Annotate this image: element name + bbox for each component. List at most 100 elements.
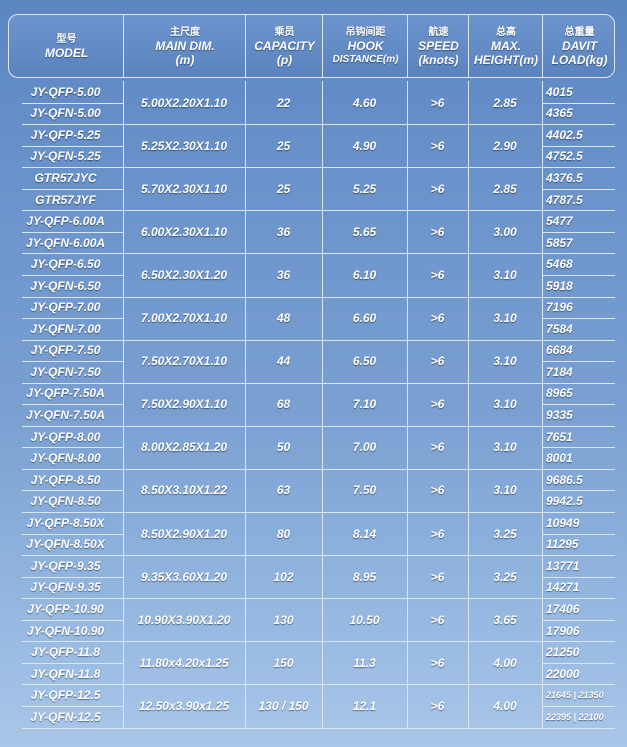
header-speed: 航速 SPEED (knots) bbox=[408, 15, 469, 77]
model-cell: JY-QFN-7.50 bbox=[30, 364, 101, 379]
speed-cell: >6 bbox=[430, 612, 445, 627]
divider bbox=[245, 81, 246, 728]
header-en-text: CAPACITY bbox=[254, 38, 315, 53]
row-divider bbox=[22, 425, 615, 427]
dim-cell: 7.00X2.70X1.10 bbox=[140, 311, 228, 326]
row-divider bbox=[22, 684, 615, 686]
model-cell: JY-QFP-7.50A bbox=[26, 386, 105, 401]
height-cell: 3.10 bbox=[493, 397, 517, 412]
header-unit-text: (p) bbox=[276, 52, 293, 67]
hook-cell: 7.00 bbox=[352, 440, 377, 455]
header-en-text: MODEL bbox=[44, 45, 89, 60]
davit-load-cell: 4376.5 bbox=[546, 170, 583, 185]
row-divider bbox=[22, 727, 615, 729]
header-height: 总高 MAX. HEIGHT(m) bbox=[469, 15, 543, 77]
row-divider bbox=[22, 124, 615, 126]
row-divider bbox=[22, 253, 615, 255]
davit-load-cell: 11295 bbox=[546, 537, 579, 552]
divider bbox=[407, 81, 408, 728]
model-cell: JY-QFN-6.50 bbox=[30, 278, 101, 293]
hook-cell: 6.10 bbox=[352, 267, 377, 282]
model-cell: JY-QFN-8.50 bbox=[30, 494, 101, 509]
divider bbox=[22, 361, 123, 363]
davit-load-cell: 6684 bbox=[546, 343, 573, 358]
speed-cell: >6 bbox=[430, 526, 445, 541]
divider bbox=[542, 705, 615, 707]
speed-cell: >6 bbox=[430, 267, 445, 282]
capacity-cell: 150 bbox=[273, 655, 294, 670]
model-cell: JY-QFP-12.5 bbox=[30, 688, 101, 703]
height-cell: 3.10 bbox=[493, 267, 517, 282]
divider bbox=[322, 81, 323, 728]
header-cn-text: 总重量 bbox=[564, 26, 595, 38]
header-unit-text: LOAD(kg) bbox=[551, 52, 608, 67]
davit-load-cell: 4752.5 bbox=[546, 149, 583, 164]
height-cell: 2.85 bbox=[493, 181, 517, 196]
row-divider bbox=[22, 468, 615, 470]
divider bbox=[542, 662, 615, 664]
hook-cell: 8.95 bbox=[352, 569, 377, 584]
dim-cell: 12.50x3.90x1.25 bbox=[138, 698, 230, 713]
dim-cell: 8.50X3.10X1.22 bbox=[140, 483, 228, 498]
divider bbox=[542, 231, 615, 233]
height-cell: 3.10 bbox=[493, 311, 517, 326]
divider bbox=[22, 705, 123, 707]
speed-cell: >6 bbox=[430, 138, 445, 153]
header-en-text: MAX. bbox=[491, 38, 521, 53]
header-en-text: MAIN DIM. bbox=[155, 38, 215, 53]
row-divider bbox=[22, 382, 615, 384]
header-unit-text: DISTANCE(m) bbox=[332, 53, 399, 65]
divider bbox=[542, 15, 543, 77]
davit-load-cell: 5477 bbox=[546, 214, 573, 229]
divider bbox=[468, 81, 469, 728]
model-cell: JY-QFN-5.00 bbox=[30, 106, 101, 121]
model-cell: JY-QFN-8.50X bbox=[26, 537, 105, 552]
davit-load-cell: 9686.5 bbox=[546, 472, 583, 487]
hook-cell: 11.3 bbox=[353, 655, 376, 670]
dim-cell: 10.90X3.90X1.20 bbox=[137, 612, 231, 627]
height-cell: 3.65 bbox=[493, 612, 517, 627]
capacity-cell: 48 bbox=[276, 311, 291, 326]
davit-load-cell: 5468 bbox=[546, 257, 573, 272]
speed-cell: >6 bbox=[430, 354, 445, 369]
model-cell: JY-QFP-7.50 bbox=[30, 343, 101, 358]
davit-load-cell: 8001 bbox=[546, 451, 573, 466]
model-cell: JY-QFN-8.00 bbox=[30, 451, 101, 466]
model-cell: JY-QFN-7.50A bbox=[25, 408, 106, 423]
divider bbox=[542, 533, 615, 535]
davit-load-cell: 7184 bbox=[546, 364, 573, 379]
davit-load-cell: 22395 | 22100 bbox=[546, 711, 604, 722]
model-cell: JY-QFN-5.25 bbox=[30, 149, 101, 164]
header-en-text: DAVIT bbox=[561, 38, 598, 53]
table-header: 型号 MODEL 主尺度 MAIN DIM. (m) 乘员 CAPACITY (p) 吊钩间距 H… bbox=[8, 14, 615, 78]
model-cell: GTR57JYF bbox=[35, 192, 96, 207]
header-unit-text: (knots) bbox=[418, 52, 459, 67]
row-divider bbox=[22, 167, 615, 169]
hook-cell: 5.65 bbox=[352, 224, 377, 239]
divider bbox=[22, 576, 123, 578]
divider bbox=[542, 145, 615, 147]
height-cell: 2.90 bbox=[493, 138, 517, 153]
speed-cell: >6 bbox=[430, 95, 445, 110]
divider bbox=[22, 188, 123, 190]
header-en-text: HOOK bbox=[347, 38, 384, 53]
row-divider bbox=[22, 512, 615, 513]
divider bbox=[542, 361, 615, 363]
divider bbox=[542, 188, 615, 190]
model-cell: JY-QFP-6.00A bbox=[26, 214, 105, 229]
height-cell: 4.00 bbox=[493, 698, 517, 713]
speed-cell: >6 bbox=[430, 181, 445, 196]
model-cell: JY-QFP-8.50X bbox=[26, 515, 105, 530]
capacity-cell: 25 bbox=[276, 138, 291, 153]
dim-cell: 8.00X2.85X1.20 bbox=[140, 440, 228, 455]
divider bbox=[542, 576, 615, 578]
capacity-cell: 68 bbox=[276, 397, 291, 412]
hook-cell: 12.1 bbox=[352, 698, 377, 713]
davit-load-cell: 21250 bbox=[546, 645, 580, 660]
height-cell: 3.10 bbox=[493, 440, 517, 455]
capacity-cell: 36 bbox=[276, 224, 291, 239]
davit-load-cell: 4787.5 bbox=[546, 192, 583, 207]
capacity-cell: 25 bbox=[276, 181, 291, 196]
davit-load-cell: 17406 bbox=[546, 601, 580, 616]
davit-load-cell: 5857 bbox=[546, 235, 573, 250]
